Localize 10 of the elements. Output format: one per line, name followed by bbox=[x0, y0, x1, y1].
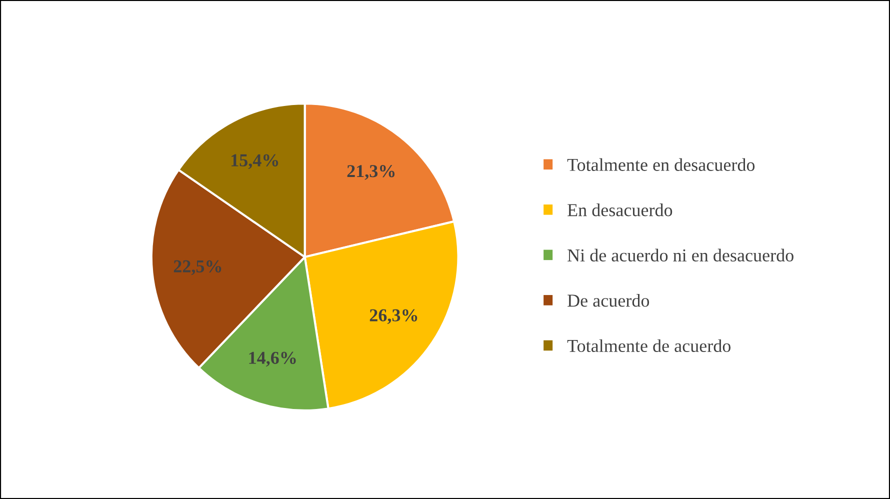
legend-label: En desacuerdo bbox=[568, 204, 672, 216]
legend-label: Ni de acuerdo ni en desacuerdo bbox=[568, 248, 794, 262]
legend-label: De acuerdo bbox=[568, 294, 650, 307]
data-label: 26,3% bbox=[370, 309, 418, 324]
legend-label: Totalmente de acuerdo bbox=[567, 339, 731, 352]
data-label: 22,5% bbox=[174, 260, 222, 276]
data-label: 15,4% bbox=[232, 154, 278, 170]
data-label: 14,6% bbox=[249, 352, 296, 367]
legend-label: Totalmente en desacuerdo bbox=[567, 158, 755, 171]
data-label: 21,3% bbox=[347, 165, 395, 180]
